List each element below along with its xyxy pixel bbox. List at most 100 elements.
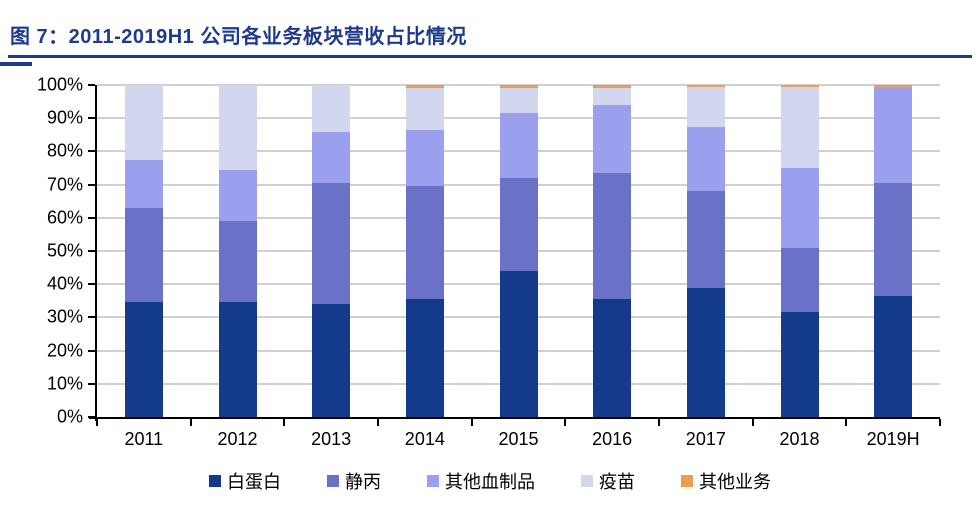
y-axis-label: 30% <box>46 306 83 327</box>
bar-column <box>593 85 632 417</box>
y-axis-tick <box>88 216 95 219</box>
x-axis-label: 2013 <box>311 429 352 449</box>
bar-segment <box>780 312 819 417</box>
bar-column <box>312 85 351 417</box>
legend-label: 疫苗 <box>599 472 635 492</box>
bar-segment <box>593 85 632 89</box>
bar-segment <box>780 86 819 169</box>
bar-segment <box>874 88 913 183</box>
bar-column <box>124 85 163 417</box>
bar-segment <box>593 299 632 417</box>
x-axis-label: 2015 <box>498 429 539 449</box>
plot-area: 0% 10% 20% 30% 40% 50% 60% 70% 80% 90% 100% 2011 201… <box>37 75 941 449</box>
bar-segment <box>405 85 444 89</box>
bar-segment <box>124 207 163 303</box>
legend-item: 白蛋白 <box>209 468 281 494</box>
y-axis-label: 20% <box>46 340 83 361</box>
legend-item: 静丙 <box>327 468 381 494</box>
x-axis-label: 2011 <box>124 429 164 449</box>
x-axis-label: 2018 <box>779 429 820 449</box>
stacked-bar-chart: 0% 10% 20% 30% 40% 50% 60% 70% 80% 90% 100% 2011 201… <box>0 70 980 524</box>
y-axis-tick <box>88 416 95 418</box>
y-axis-tick <box>88 283 95 286</box>
title-divider-accent <box>0 62 32 66</box>
bar-segment <box>874 85 913 89</box>
y-axis-tick <box>88 183 95 186</box>
legend-item: 疫苗 <box>581 468 635 494</box>
bar-segment <box>124 159 163 208</box>
x-axis-label: 2014 <box>404 429 445 449</box>
legend-swatch <box>581 475 593 487</box>
bar-segment <box>593 104 632 173</box>
x-axis-line <box>89 417 940 419</box>
legend-swatch <box>681 475 693 487</box>
y-axis-label: 50% <box>46 240 83 261</box>
bar-segment <box>124 85 163 160</box>
bar-segment <box>686 287 725 417</box>
y-axis-line <box>95 85 97 421</box>
legend-label: 白蛋白 <box>227 472 281 492</box>
chart-legend: 白蛋白 静丙 其他血制品 疫苗 其他业务 <box>0 468 980 494</box>
bar-segment <box>686 85 725 87</box>
x-axis-tick <box>377 419 379 426</box>
gridline <box>97 84 940 86</box>
bar-segment <box>686 86 725 127</box>
y-axis-label: 60% <box>46 207 83 228</box>
bar-column <box>874 85 913 417</box>
y-axis-label: 40% <box>46 273 83 294</box>
y-axis-label: 90% <box>46 107 83 128</box>
bar-segment <box>405 88 444 130</box>
y-axis-tick <box>88 382 95 385</box>
x-axis-label: 2019H <box>866 429 920 449</box>
x-axis-tick <box>96 419 98 426</box>
x-axis-label: 2017 <box>685 429 726 449</box>
bar-segment <box>218 302 257 417</box>
bar-segment <box>593 88 632 105</box>
legend-swatch <box>427 475 439 487</box>
bar-segment <box>405 129 444 187</box>
bar-segment <box>312 131 351 183</box>
bar-segment <box>499 177 538 271</box>
bar-column <box>686 85 725 417</box>
y-axis-tick <box>88 84 95 86</box>
y-axis-tick <box>88 316 95 319</box>
legend-swatch <box>209 475 221 487</box>
bar-segment <box>780 168 819 248</box>
y-axis-label: 70% <box>46 174 83 195</box>
bar-column <box>780 85 819 417</box>
y-axis-label: 80% <box>46 140 83 161</box>
x-axis-tick <box>564 419 567 426</box>
y-axis-label: 100% <box>36 74 83 95</box>
x-axis-tick <box>658 419 660 426</box>
figure-title: 图 7：2011-2019H1 公司各业务板块营收占比情况 <box>10 26 467 48</box>
bar-segment <box>780 247 819 313</box>
bar-segment <box>405 299 444 417</box>
x-axis-tick <box>939 419 941 426</box>
legend-item: 其他血制品 <box>427 468 535 494</box>
legend-item: 其他业务 <box>681 468 771 494</box>
x-axis-tick <box>845 419 848 426</box>
x-axis-tick <box>751 419 754 426</box>
bar-segment <box>499 113 538 178</box>
legend-label: 静丙 <box>345 472 381 492</box>
bar-segment <box>593 172 632 300</box>
bar-segment <box>874 295 913 417</box>
bar-segment <box>686 126 725 192</box>
bar-segment <box>312 182 351 305</box>
bar-segment <box>218 169 257 222</box>
legend-swatch <box>327 475 339 487</box>
bar-column <box>405 85 444 417</box>
bar-segment <box>780 85 819 87</box>
bar-segment <box>499 88 538 114</box>
x-axis-tick <box>189 419 192 426</box>
y-axis-tick <box>88 150 95 153</box>
y-axis-label: 10% <box>46 373 83 394</box>
x-axis-label: 2012 <box>217 429 258 449</box>
bar-segment <box>312 85 351 132</box>
legend-label: 其他业务 <box>699 472 771 492</box>
bar-segment <box>312 304 351 417</box>
title-divider <box>8 55 972 58</box>
bar-segment <box>218 85 257 170</box>
bar-segment <box>499 85 538 89</box>
